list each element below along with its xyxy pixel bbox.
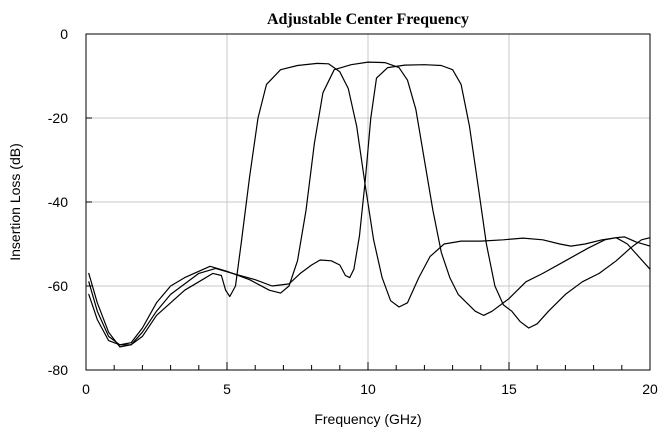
x-tick-label: 15: [501, 381, 517, 397]
x-tick-label: 20: [642, 381, 658, 397]
series-line-1: [88, 64, 651, 348]
x-tick-label: 10: [360, 381, 376, 397]
tick-label-layer: 0 5 10 15 20 0 -20 -40 -60 -80: [48, 26, 658, 397]
x-tick-label: 5: [223, 381, 231, 397]
chart-title: Adjustable Center Frequency: [267, 11, 469, 28]
series-layer: [88, 61, 651, 348]
y-tick-label: -40: [48, 194, 68, 210]
y-tick-label: 0: [60, 26, 68, 42]
y-tick-label: -80: [48, 362, 68, 378]
x-tick-label: 0: [82, 381, 90, 397]
series-line-3: [88, 62, 651, 346]
series-line-2: [88, 61, 651, 346]
y-tick-label: -20: [48, 110, 68, 126]
tick-layer: [85, 33, 651, 371]
x-axis-label: Frequency (GHz): [314, 411, 421, 427]
y-tick-label: -60: [48, 278, 68, 294]
y-axis-label: Insertion Loss (dB): [7, 143, 23, 261]
